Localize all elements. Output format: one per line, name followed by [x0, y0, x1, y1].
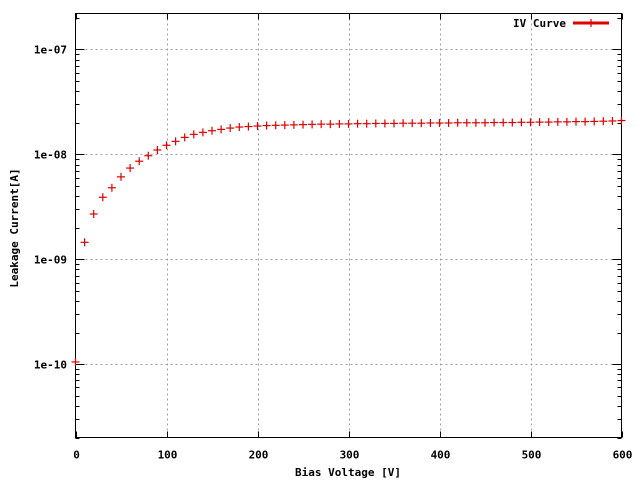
data-layer	[71, 116, 626, 366]
y-tick-label: 1e-07	[34, 44, 67, 57]
data-point	[162, 141, 171, 150]
data-point	[490, 118, 499, 127]
y-tick-label: 1e-10	[34, 359, 67, 372]
data-point	[517, 118, 526, 127]
x-tick-label: 400	[431, 449, 451, 462]
y-tick-label: 1e-09	[34, 254, 67, 267]
data-point	[271, 121, 280, 130]
data-point	[444, 118, 453, 127]
data-point	[280, 121, 289, 130]
legend-label: IV Curve	[513, 17, 566, 30]
data-point	[244, 122, 253, 131]
data-point	[408, 119, 417, 128]
data-point	[208, 126, 216, 135]
data-point	[535, 118, 544, 127]
legend-marker	[587, 19, 595, 27]
x-tick-label: 600	[613, 449, 633, 462]
x-tick-label: 0	[73, 449, 80, 462]
data-point	[171, 137, 180, 146]
data-point	[399, 119, 408, 128]
data-point	[426, 118, 435, 127]
x-axis-title: Bias Voltage [V]	[295, 466, 401, 479]
data-point	[198, 128, 207, 137]
data-point	[362, 119, 371, 128]
data-point	[117, 172, 125, 181]
data-point	[572, 117, 580, 126]
data-point	[80, 238, 89, 247]
x-tick-label: 500	[522, 449, 542, 462]
data-point	[380, 119, 389, 128]
data-point	[289, 120, 298, 129]
data-point	[617, 116, 626, 125]
data-point	[462, 118, 471, 127]
data-point	[180, 133, 189, 142]
data-point	[299, 120, 307, 129]
data-point	[390, 119, 398, 128]
data-point	[544, 118, 553, 127]
data-point	[135, 157, 144, 166]
data-point	[526, 118, 535, 127]
data-point	[217, 125, 226, 134]
data-point	[308, 120, 317, 129]
data-point	[344, 119, 353, 128]
data-point	[417, 119, 426, 128]
y-tick-label: 1e-08	[34, 149, 67, 162]
data-point	[253, 122, 262, 131]
data-point	[508, 118, 517, 127]
ticks-layer: 0 100 200 300 400 500 600 1e-10 1e-09 1e-08 1e-07	[34, 13, 633, 462]
data-point	[481, 118, 489, 127]
data-point	[553, 117, 562, 126]
data-point	[226, 124, 235, 133]
legend: IV Curve	[513, 17, 609, 30]
data-point	[590, 117, 599, 126]
data-point	[471, 118, 480, 127]
y-axis-title: Leakage Current[A]	[8, 168, 21, 287]
data-point	[326, 120, 335, 129]
data-point	[144, 151, 153, 160]
data-point	[371, 119, 380, 128]
data-point	[599, 117, 608, 126]
x-tick-label: 200	[249, 449, 269, 462]
data-point	[262, 121, 271, 130]
data-point	[453, 118, 462, 127]
data-point	[71, 357, 80, 366]
data-point	[153, 145, 162, 154]
data-point	[235, 123, 244, 132]
data-point	[499, 118, 508, 127]
data-point	[89, 209, 98, 218]
data-point	[317, 120, 326, 129]
x-tick-label: 300	[340, 449, 360, 462]
data-point	[608, 116, 617, 125]
data-point	[335, 119, 344, 128]
data-point	[353, 119, 362, 128]
data-point	[189, 130, 198, 139]
grid-layer	[75, 13, 622, 438]
data-point	[107, 183, 116, 192]
data-point	[435, 118, 444, 127]
data-point	[581, 117, 590, 126]
plot-frame	[75, 13, 622, 438]
x-tick-label: 100	[158, 449, 178, 462]
data-point	[562, 117, 571, 126]
data-point	[126, 164, 135, 173]
data-point	[98, 193, 107, 202]
